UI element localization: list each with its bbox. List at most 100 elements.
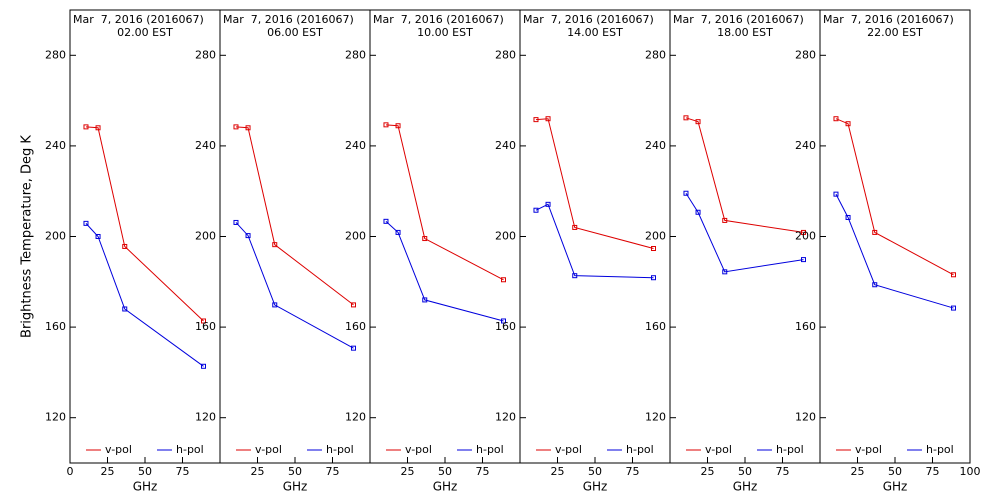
x-tick-label: 75 [176, 465, 190, 478]
point-marker [233, 219, 239, 225]
point-marker [501, 318, 506, 324]
point-marker [533, 207, 539, 213]
point-marker [122, 243, 128, 249]
point-marker [572, 224, 578, 230]
panel-title: Mar 7, 2016 (2016067) [673, 13, 804, 26]
y-tick-label: 240 [195, 139, 216, 152]
legend-label: h-pol [626, 443, 654, 456]
legend-label: h-pol [926, 443, 954, 456]
y-tick-label: 200 [795, 230, 816, 243]
x-tick-label: 50 [888, 465, 902, 478]
point-marker [572, 273, 578, 279]
y-tick-label: 280 [45, 48, 66, 61]
point-marker [233, 124, 239, 130]
x-tick-label: 0 [67, 465, 74, 478]
legend-label: v-pol [405, 443, 432, 456]
y-tick-label: 200 [195, 230, 216, 243]
x-tick-label: 50 [138, 465, 152, 478]
y-tick-label: 200 [645, 230, 666, 243]
plot-frame [69, 9, 221, 464]
y-tick-label: 120 [645, 411, 666, 424]
point-marker [801, 257, 806, 263]
x-tick-label: 75 [626, 465, 640, 478]
x-tick-label: 100 [960, 465, 981, 478]
y-tick-label: 240 [645, 139, 666, 152]
panel-title: Mar 7, 2016 (2016067) [73, 13, 204, 26]
y-tick-label: 120 [195, 411, 216, 424]
series-line [235, 222, 354, 349]
panel-title: Mar 7, 2016 (2016067) [523, 13, 654, 26]
x-tick-label: 50 [738, 465, 752, 478]
series-line [85, 126, 204, 322]
point-marker [951, 305, 956, 311]
y-tick-label: 120 [795, 411, 816, 424]
legend-label: h-pol [176, 443, 204, 456]
point-marker [83, 220, 89, 226]
x-tick-label: 25 [551, 465, 565, 478]
legend-label: v-pol [855, 443, 882, 456]
y-tick-label: 280 [495, 48, 516, 61]
point-marker [395, 123, 401, 129]
y-tick-label: 240 [795, 139, 816, 152]
series-line [235, 126, 354, 306]
y-tick-label: 240 [45, 139, 66, 152]
point-marker [422, 297, 428, 303]
point-marker [245, 233, 251, 239]
x-axis-label: GHz [133, 480, 158, 494]
x-tick-label: 75 [776, 465, 790, 478]
x-tick-label: 25 [401, 465, 415, 478]
point-marker [833, 116, 839, 122]
point-marker [351, 345, 356, 351]
y-tick-label: 240 [495, 139, 516, 152]
y-tick-label: 120 [495, 411, 516, 424]
y-tick-label: 160 [345, 320, 366, 333]
series-line [535, 118, 654, 249]
legend-label: v-pol [105, 443, 132, 456]
plot-frame [219, 9, 371, 464]
y-tick-label: 160 [495, 320, 516, 333]
point-marker [872, 229, 878, 235]
point-marker [845, 214, 851, 220]
point-marker [651, 275, 656, 281]
point-marker [683, 190, 689, 196]
point-marker [383, 122, 389, 128]
point-marker [683, 115, 689, 121]
panel-subtitle: 22.00 EST [867, 26, 923, 39]
y-axis-label: Brightness Temperature, Deg K [20, 135, 35, 338]
y-tick-label: 200 [345, 230, 366, 243]
panel-subtitle: 18.00 EST [717, 26, 773, 39]
y-tick-label: 160 [645, 320, 666, 333]
point-marker [201, 318, 206, 324]
point-marker [351, 302, 356, 308]
y-tick-label: 160 [795, 320, 816, 333]
x-tick-label: 25 [251, 465, 265, 478]
x-tick-label: 75 [326, 465, 340, 478]
y-tick-label: 280 [345, 48, 366, 61]
legend-label: h-pol [326, 443, 354, 456]
legend-label: v-pol [705, 443, 732, 456]
point-marker [122, 306, 128, 312]
series-line [385, 124, 504, 281]
point-marker [395, 229, 401, 235]
point-marker [383, 218, 389, 224]
panel-subtitle: 14.00 EST [567, 26, 623, 39]
series-line [535, 203, 654, 279]
x-axis-label: GHz [883, 480, 908, 494]
point-marker [872, 282, 878, 288]
x-tick-label: 25 [101, 465, 115, 478]
x-tick-label: 25 [851, 465, 865, 478]
point-marker [801, 229, 806, 235]
point-marker [245, 125, 251, 131]
point-marker [272, 242, 278, 248]
legend-label: v-pol [255, 443, 282, 456]
plot-frame [819, 9, 971, 464]
series-line [835, 193, 954, 309]
point-marker [83, 124, 89, 130]
series-line [685, 192, 804, 273]
point-marker [95, 125, 101, 131]
legend-label: h-pol [776, 443, 804, 456]
y-tick-label: 120 [345, 411, 366, 424]
x-tick-label: 50 [438, 465, 452, 478]
x-tick-label: 75 [926, 465, 940, 478]
point-marker [501, 277, 506, 283]
